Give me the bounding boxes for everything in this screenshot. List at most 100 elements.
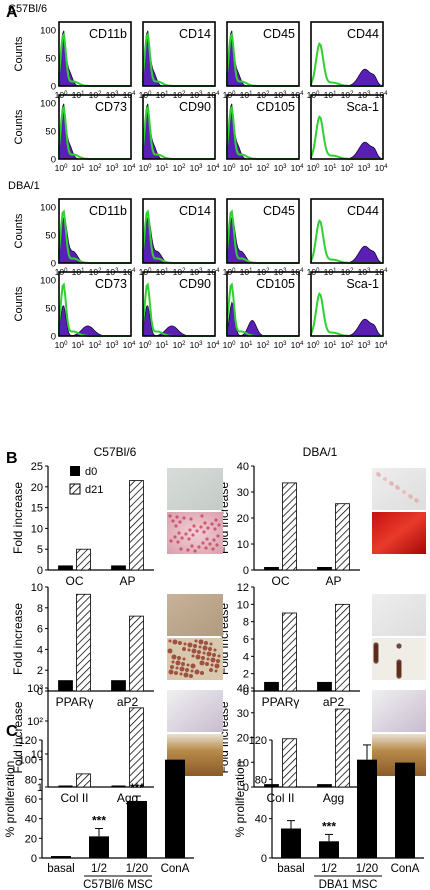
category-label: Col II	[266, 791, 294, 805]
category-label: 1/20	[356, 863, 378, 875]
bar-d0	[58, 680, 73, 692]
y-tick-label: 40	[255, 814, 267, 826]
flow-x-tick-label: 101	[156, 340, 169, 350]
flow-x-tick-label: 102	[89, 163, 102, 173]
y-tick-label: 10	[31, 523, 43, 535]
marker-label: CD14	[179, 204, 211, 218]
stain-speck	[171, 654, 177, 660]
legend-swatch-d0	[70, 466, 80, 476]
flow-x-tick-label: 101	[324, 163, 337, 173]
flow-y-tick-label: 100	[40, 203, 56, 214]
histogram-frame	[310, 271, 384, 337]
flow-x-tick-label: 104	[375, 340, 388, 350]
stain-speck	[209, 642, 213, 646]
flow-x-tick-label: 101	[72, 163, 85, 173]
histology-image	[167, 468, 223, 510]
marker-label: CD105	[256, 277, 295, 291]
flow-x-tick-label: 103	[106, 340, 119, 350]
marker-label: CD73	[95, 277, 127, 291]
y-tick-label: 10	[237, 539, 249, 551]
y-tick-label: 8	[243, 617, 249, 629]
flow-x-tick-label: 101	[240, 163, 253, 173]
flow-y-axis-label: Counts	[13, 109, 25, 144]
flow-x-tick-label: 104	[123, 163, 136, 173]
isotype-histogram	[226, 282, 299, 337]
stain-speck	[187, 537, 191, 541]
category-label: PPARγ	[262, 695, 300, 709]
y-tick-label: 20	[237, 733, 249, 745]
stain-speck	[175, 666, 179, 670]
proliferation-bar	[165, 759, 185, 858]
stain-speck	[217, 654, 221, 658]
stain-speck	[201, 656, 205, 660]
stain-speck	[216, 534, 220, 538]
flow-x-tick-label: 102	[173, 340, 186, 350]
stain-speck	[183, 672, 189, 678]
y-tick-label: 80	[255, 774, 267, 786]
stain-speck	[189, 517, 193, 521]
stain-speck	[191, 648, 197, 654]
isotype-histogram	[142, 209, 215, 264]
stain-speck	[173, 535, 177, 539]
flow-x-tick-label: 100	[55, 163, 68, 173]
flow-x-tick-label: 101	[72, 340, 85, 350]
histogram-frame	[226, 198, 300, 264]
isotype-histogram	[226, 209, 299, 264]
strain-title: DBA/1	[303, 445, 338, 459]
flow-x-tick-label: 100	[223, 163, 236, 173]
proliferation-bar	[51, 856, 71, 858]
stain-speck	[193, 549, 197, 553]
flow-x-tick-label: 103	[274, 340, 287, 350]
flow-x-tick-label: 101	[240, 340, 253, 350]
stain-speck	[211, 547, 215, 551]
stained-histogram	[311, 245, 384, 264]
flow-x-tick-label: 100	[139, 340, 152, 350]
category-label: PPARγ	[56, 695, 94, 709]
y-tick-label: 40	[237, 683, 249, 695]
flow-y-tick-label: 0	[51, 259, 56, 270]
category-label: 1/2	[321, 863, 337, 875]
histogram-frame	[226, 94, 300, 160]
stain-speck	[193, 644, 197, 648]
stain-speck	[210, 663, 214, 667]
flow-x-tick-label: 100	[307, 163, 320, 173]
stain-speck	[180, 536, 184, 540]
stain-speck	[199, 525, 203, 529]
flow-y-tick-label: 0	[51, 332, 56, 343]
histogram-frame	[310, 198, 384, 264]
isotype-histogram	[58, 105, 131, 160]
category-label: Agg	[323, 791, 344, 805]
histogram-frame	[142, 94, 216, 160]
y-tick-label: 0	[37, 565, 43, 577]
stain-speck	[415, 499, 419, 503]
category-label: OC	[66, 574, 84, 588]
y-axis-label: Fold increase	[11, 482, 25, 554]
strain-title: C57Bl/6	[94, 445, 137, 459]
stain-speck	[214, 663, 220, 669]
category-label: OC	[272, 574, 290, 588]
stain-speck	[383, 477, 387, 481]
y-axis-label: Fold increase	[11, 603, 25, 675]
proliferation-bar	[395, 762, 415, 858]
y-tick-label: 80	[25, 774, 37, 786]
histology-image	[372, 512, 426, 554]
histogram-frame	[142, 21, 216, 87]
bar-d0	[317, 567, 332, 571]
stain-speck	[396, 486, 400, 490]
bar-d21	[282, 612, 297, 692]
stain-speck	[409, 495, 413, 499]
stain-speck	[206, 657, 210, 661]
stain-speck	[208, 647, 212, 651]
y-tick-label: 10	[31, 582, 43, 594]
y-tick-label: 2	[243, 669, 249, 681]
marker-label: CD11b	[89, 204, 127, 218]
stain-speck	[177, 531, 181, 535]
isotype-histogram	[226, 32, 299, 87]
stain-speck	[205, 537, 209, 541]
histogram-frame	[142, 271, 216, 337]
flow-y-tick-label: 0	[51, 82, 56, 93]
flow-y-tick-label: 100	[40, 99, 56, 110]
stain-speck	[178, 641, 182, 645]
